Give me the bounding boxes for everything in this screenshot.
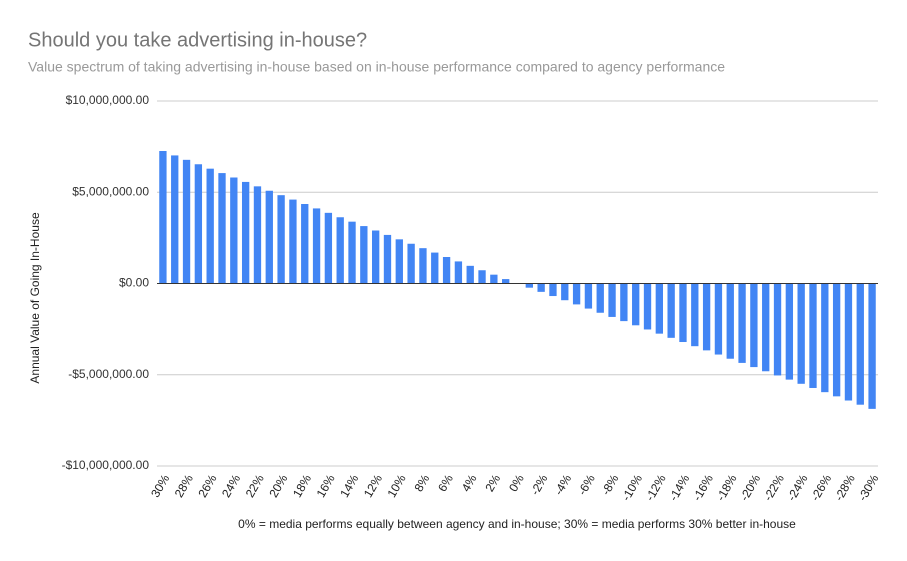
bar [702, 283, 711, 351]
bar [277, 195, 285, 284]
y-tick-label: $10,000,000.00 [66, 93, 150, 107]
bar [194, 164, 203, 284]
bar [667, 283, 675, 338]
bar [466, 265, 474, 284]
chart-title: Should you take advertising in-house? [28, 29, 367, 51]
bar [572, 283, 581, 305]
bar [502, 279, 510, 284]
bar [773, 283, 782, 376]
bar [750, 283, 758, 368]
bar [797, 283, 805, 384]
bar [537, 283, 545, 292]
bar [490, 274, 498, 284]
bar [230, 177, 238, 284]
bar [159, 151, 167, 284]
bar [241, 181, 250, 284]
bar [809, 283, 817, 388]
bar [324, 212, 333, 284]
bar [395, 239, 403, 284]
bar [596, 283, 604, 313]
bar [584, 283, 593, 309]
bar [632, 283, 640, 326]
bar [868, 283, 876, 409]
bar [419, 248, 427, 284]
bar [679, 283, 687, 343]
bar [844, 283, 853, 401]
bar [726, 283, 734, 359]
bar [561, 283, 569, 301]
bar [383, 234, 392, 284]
y-tick-label: -$10,000,000.00 [62, 458, 150, 472]
bar [832, 283, 841, 397]
bar [454, 261, 463, 284]
y-tick-label: $0.00 [119, 276, 149, 290]
y-tick-label: $5,000,000.00 [72, 184, 149, 198]
bar [762, 283, 770, 372]
bar [312, 208, 321, 284]
bar [336, 217, 344, 284]
bar [431, 252, 439, 284]
bar [182, 159, 191, 284]
chart-subtitle: Value spectrum of taking advertising in-… [28, 59, 725, 75]
y-axis-label: Annual Value of Going In-House [28, 212, 42, 384]
bar [218, 173, 226, 284]
bar [442, 257, 451, 284]
bar [620, 283, 628, 322]
bar [206, 168, 214, 284]
bar [714, 283, 723, 355]
bar [348, 221, 356, 284]
bar [608, 283, 616, 317]
bar [691, 283, 699, 347]
bar [407, 243, 415, 284]
bar [478, 270, 486, 284]
y-tick-label: -$5,000,000.00 [68, 367, 149, 381]
bar [360, 226, 368, 284]
bar [253, 186, 262, 284]
bar [738, 283, 746, 363]
bar [785, 283, 794, 380]
bar [643, 283, 652, 330]
bar [289, 199, 297, 284]
bar [549, 283, 557, 297]
bar [301, 204, 309, 284]
bar [371, 230, 380, 284]
bar [856, 283, 864, 405]
bar [821, 283, 829, 393]
bar [525, 283, 533, 288]
x-axis-label: 0% = media performs equally between agen… [238, 517, 796, 531]
bar [655, 283, 664, 334]
bar [171, 155, 179, 284]
bar [265, 190, 273, 284]
